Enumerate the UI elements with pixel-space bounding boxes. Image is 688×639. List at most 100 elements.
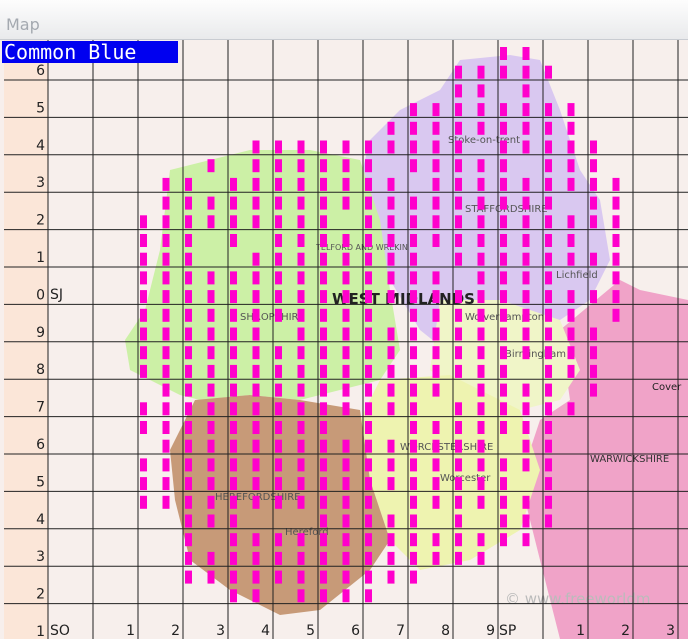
- record: [545, 234, 552, 247]
- record: [522, 533, 530, 547]
- record: [297, 589, 305, 603]
- record: [410, 140, 417, 154]
- record: [477, 121, 485, 135]
- record: [320, 570, 327, 584]
- record: [252, 215, 260, 229]
- record: [320, 458, 327, 472]
- row-label: 4: [36, 138, 45, 154]
- row-label: 0: [36, 287, 45, 303]
- record: [275, 383, 282, 397]
- record: [522, 495, 530, 509]
- record: [410, 234, 417, 247]
- record: [365, 402, 372, 416]
- record: [387, 383, 395, 397]
- record: [455, 103, 462, 117]
- record: [500, 458, 507, 472]
- record: [500, 103, 507, 117]
- record: [455, 252, 462, 266]
- record: [455, 234, 462, 247]
- column-label: 2: [621, 623, 630, 639]
- record: [612, 252, 620, 266]
- record: [410, 327, 417, 341]
- record: [252, 551, 260, 565]
- record: [500, 533, 507, 547]
- record: [545, 271, 552, 285]
- record: [545, 346, 552, 360]
- record: [252, 327, 260, 341]
- record: [207, 290, 215, 304]
- record: [387, 533, 395, 547]
- record: [590, 327, 597, 341]
- record: [140, 364, 147, 378]
- record: [477, 495, 485, 509]
- record: [522, 271, 530, 285]
- record: [342, 402, 350, 416]
- place-label: Cover: [652, 382, 682, 393]
- column-label: 5: [306, 623, 315, 639]
- record: [297, 177, 305, 191]
- record: [522, 290, 530, 304]
- record: [590, 364, 597, 378]
- record: [365, 364, 372, 378]
- record: [297, 421, 305, 434]
- record: [230, 215, 237, 229]
- square-label: SP: [499, 623, 516, 639]
- record: [252, 533, 260, 547]
- record: [342, 252, 350, 266]
- record: [545, 140, 552, 154]
- record: [545, 308, 552, 322]
- row-label: 5: [36, 474, 45, 490]
- record: [297, 252, 305, 266]
- record: [162, 421, 170, 434]
- record: [162, 364, 170, 378]
- record: [140, 495, 147, 509]
- record: [522, 103, 530, 117]
- record: [477, 65, 485, 79]
- record: [275, 252, 282, 266]
- column-label: 3: [666, 623, 675, 639]
- record: [455, 65, 462, 79]
- record: [410, 533, 417, 547]
- row-label: 1: [36, 624, 45, 639]
- record: [410, 121, 417, 135]
- record: [275, 439, 282, 453]
- record: [185, 308, 192, 322]
- record: [567, 402, 575, 416]
- record: [387, 196, 395, 210]
- credit: © www.freeworldm: [505, 590, 650, 608]
- record: [297, 271, 305, 285]
- record: [500, 196, 507, 210]
- record: [207, 308, 215, 322]
- record: [545, 383, 552, 397]
- record: [522, 346, 530, 360]
- record: [297, 570, 305, 584]
- record: [522, 234, 530, 247]
- record: [500, 383, 507, 397]
- record: [297, 495, 305, 509]
- record: [612, 290, 620, 304]
- record: [207, 495, 215, 509]
- row-label: 3: [36, 175, 45, 191]
- record: [342, 159, 350, 173]
- record: [275, 570, 282, 584]
- record: [162, 383, 170, 397]
- record: [275, 177, 282, 191]
- record: [545, 458, 552, 472]
- window-title: Map: [6, 15, 40, 34]
- record: [500, 308, 507, 322]
- record: [432, 327, 440, 341]
- record: [432, 234, 440, 247]
- record: [365, 177, 372, 191]
- record: [432, 103, 440, 117]
- record: [252, 159, 260, 173]
- record: [342, 458, 350, 472]
- record: [230, 421, 237, 434]
- record: [162, 346, 170, 360]
- warwickshire: [520, 280, 688, 639]
- record: [477, 551, 485, 565]
- place-label: Birmingham: [505, 349, 566, 360]
- record: [162, 252, 170, 266]
- record: [522, 383, 530, 397]
- record: [612, 215, 620, 229]
